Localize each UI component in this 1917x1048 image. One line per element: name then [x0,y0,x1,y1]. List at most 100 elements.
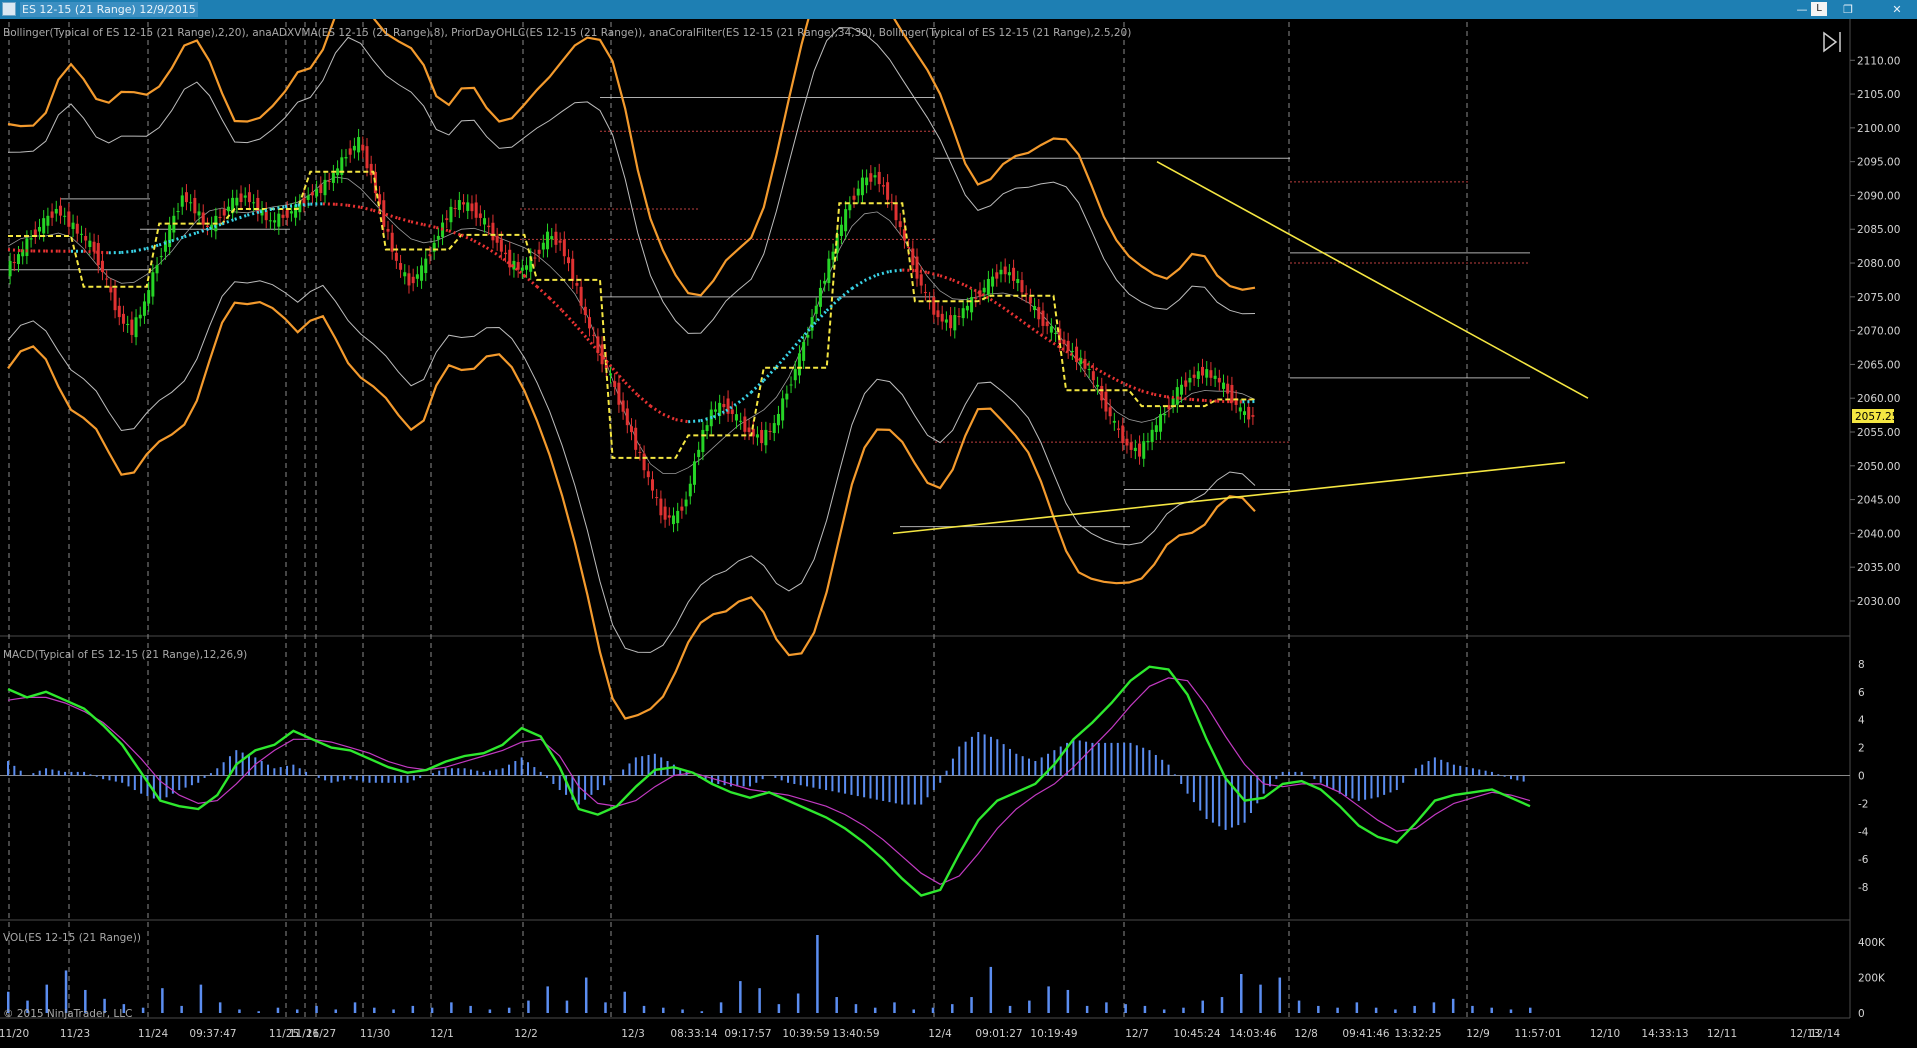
candle-body [726,398,730,414]
candle-body [310,192,314,196]
trendlines[interactable] [892,160,1589,535]
candle-body [1070,350,1074,352]
time-tick-label: 09:17:57 [724,1028,771,1040]
candle-body [546,231,550,250]
candle-body [1226,383,1230,394]
candle-body [277,213,281,227]
volume-bar [161,988,164,1013]
coral-filter-segment [196,227,211,235]
volume-bar [1008,1005,1012,1013]
candle-body [839,224,843,236]
ascending-trendline[interactable] [892,461,1566,535]
coral-filter-segment [700,415,714,423]
candle-body [235,197,239,206]
candle-body [567,257,571,264]
price-tick-label: 2045.00 [1857,495,1900,507]
volume-bar [989,966,993,1013]
candle-body [1117,428,1121,430]
candle-body [327,180,331,182]
last-price-marker: 2057.25 [1852,409,1898,423]
volume-bar [912,1009,915,1013]
volume-bar [1509,1009,1513,1013]
candle-body [550,236,554,240]
link-button[interactable]: L [1811,2,1827,16]
candle-body [273,220,277,223]
candle-body [592,334,596,336]
candle-body [491,222,495,241]
candle-body [252,202,256,204]
volume-bar [1394,1009,1397,1013]
descending-trendline[interactable] [1156,160,1589,399]
candle-body [1201,366,1205,376]
candle-body [508,249,512,268]
bollinger-upper-inner [7,27,1256,334]
candle-body [394,252,398,261]
candle-body [558,240,562,243]
candle-body [1054,332,1058,334]
candle-body [130,319,134,335]
candle-body [75,223,79,234]
volume-bar [662,1007,665,1013]
volume-bar [1047,986,1050,1013]
volume-bar [970,997,973,1013]
volume-bar [604,1002,607,1013]
macd-tick-label: 0 [1858,771,1865,783]
volume-bar [45,984,49,1013]
candle-body [1100,385,1104,401]
candle-body [142,301,146,316]
coral-filter-segment [876,269,891,277]
candle-body [46,215,50,226]
candle-body [772,423,776,433]
candle-body [302,197,306,205]
candle-body [1003,266,1007,275]
candle-body [1205,369,1209,378]
chart-canvas[interactable]: Bollinger(Typical of ES 12-15 (21 Range)… [0,19,1917,1048]
time-tick-label: 12/14 [1810,1028,1841,1040]
candle-body [352,145,356,151]
candle-body [1075,346,1079,362]
time-tick-label: 13:32:25 [1394,1028,1441,1040]
volume-axis: 0 200K 400K [1858,937,1886,1020]
volume-bar [623,991,627,1013]
candle-body [680,506,684,511]
time-tick-label: 11/27 [306,1028,336,1040]
candle-body [466,202,470,211]
volume-bar [392,1009,395,1013]
candle-body [923,292,927,294]
candle-body [1213,375,1217,379]
close-button[interactable]: ✕ [1892,3,1902,16]
candle-body [760,430,764,444]
candle-body [79,233,83,235]
volume-bar [122,1004,126,1013]
candle-body [428,254,432,257]
candle-body [869,173,873,182]
candle-body [734,414,738,421]
bollinger-lower-outer [7,300,1256,720]
coral-filter-segment [662,412,677,421]
candle-body [642,453,646,471]
coral-filter-segment [775,351,791,369]
candle-body [953,315,957,331]
time-tick-label: 08:33:14 [670,1028,717,1040]
candle-body [1096,384,1100,387]
coral-filter-segment [1141,389,1155,396]
scroll-to-end-icon[interactable] [1823,31,1841,53]
candle-body [986,278,990,295]
candle-body [1196,371,1200,379]
time-tick-label: 12/13 [1790,1028,1820,1040]
candle-body [609,373,613,376]
coral-filter-segment [259,207,273,214]
restore-button[interactable]: ❐ [1843,3,1853,16]
coral-filter-segment [1115,378,1130,388]
candle-body [739,420,743,422]
candle-body [621,400,625,412]
candle-body [583,306,587,315]
candle-body [575,283,579,286]
time-tick-label: 12/10 [1590,1028,1620,1040]
volume-bar [7,991,10,1013]
candle-body [25,238,29,257]
macd-axis: -8 -6 -4 -2 0 2 4 6 8 [1858,659,1869,894]
candle-body [961,308,965,319]
minimize-button[interactable]: — [1796,3,1808,16]
candle-body [898,221,902,228]
